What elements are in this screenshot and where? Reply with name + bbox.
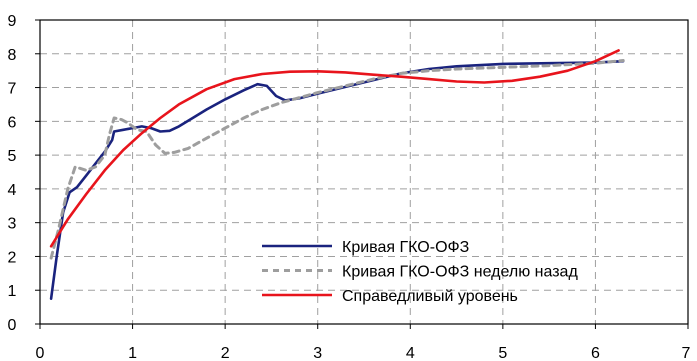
y-tick-label: 2 bbox=[8, 249, 17, 266]
series-line-1 bbox=[49, 59, 625, 260]
y-tick-label: 7 bbox=[8, 81, 17, 98]
y-tick-label: 5 bbox=[8, 148, 17, 165]
x-tick-label: 3 bbox=[313, 345, 322, 361]
axes: 0 1 2 3 4 5 6 7 0 1 2 3 4 5 6 7 8 9 bbox=[8, 13, 691, 361]
x-tick-label: 0 bbox=[36, 345, 45, 361]
y-tick-label: 0 bbox=[8, 317, 17, 334]
x-tick-label: 1 bbox=[128, 345, 137, 361]
x-tick-label: 4 bbox=[406, 345, 415, 361]
series-line-2 bbox=[49, 49, 620, 248]
y-tick-label: 6 bbox=[8, 114, 17, 131]
plot-border bbox=[39, 19, 689, 325]
legend-label-1: Кривая ГКО-ОФЗ неделю назад bbox=[342, 264, 578, 281]
x-tick-label: 7 bbox=[682, 345, 691, 361]
legend-label-2: Справедливый уровень bbox=[342, 288, 518, 305]
y-tick-label: 4 bbox=[8, 182, 17, 199]
x-tick-label: 6 bbox=[591, 345, 600, 361]
legend: Кривая ГКО-ОФЗ Кривая ГКО-ОФЗ неделю наза… bbox=[262, 239, 578, 305]
y-tick-label: 3 bbox=[8, 216, 17, 233]
y-tick-label: 9 bbox=[8, 13, 17, 30]
series-lines bbox=[49, 49, 625, 300]
y-tick-label: 1 bbox=[8, 283, 17, 300]
legend-label-0: Кривая ГКО-ОФЗ bbox=[342, 239, 469, 256]
x-tick-label: 2 bbox=[221, 345, 230, 361]
x-tick-label: 5 bbox=[498, 345, 507, 361]
y-tick-label: 8 bbox=[8, 47, 17, 64]
